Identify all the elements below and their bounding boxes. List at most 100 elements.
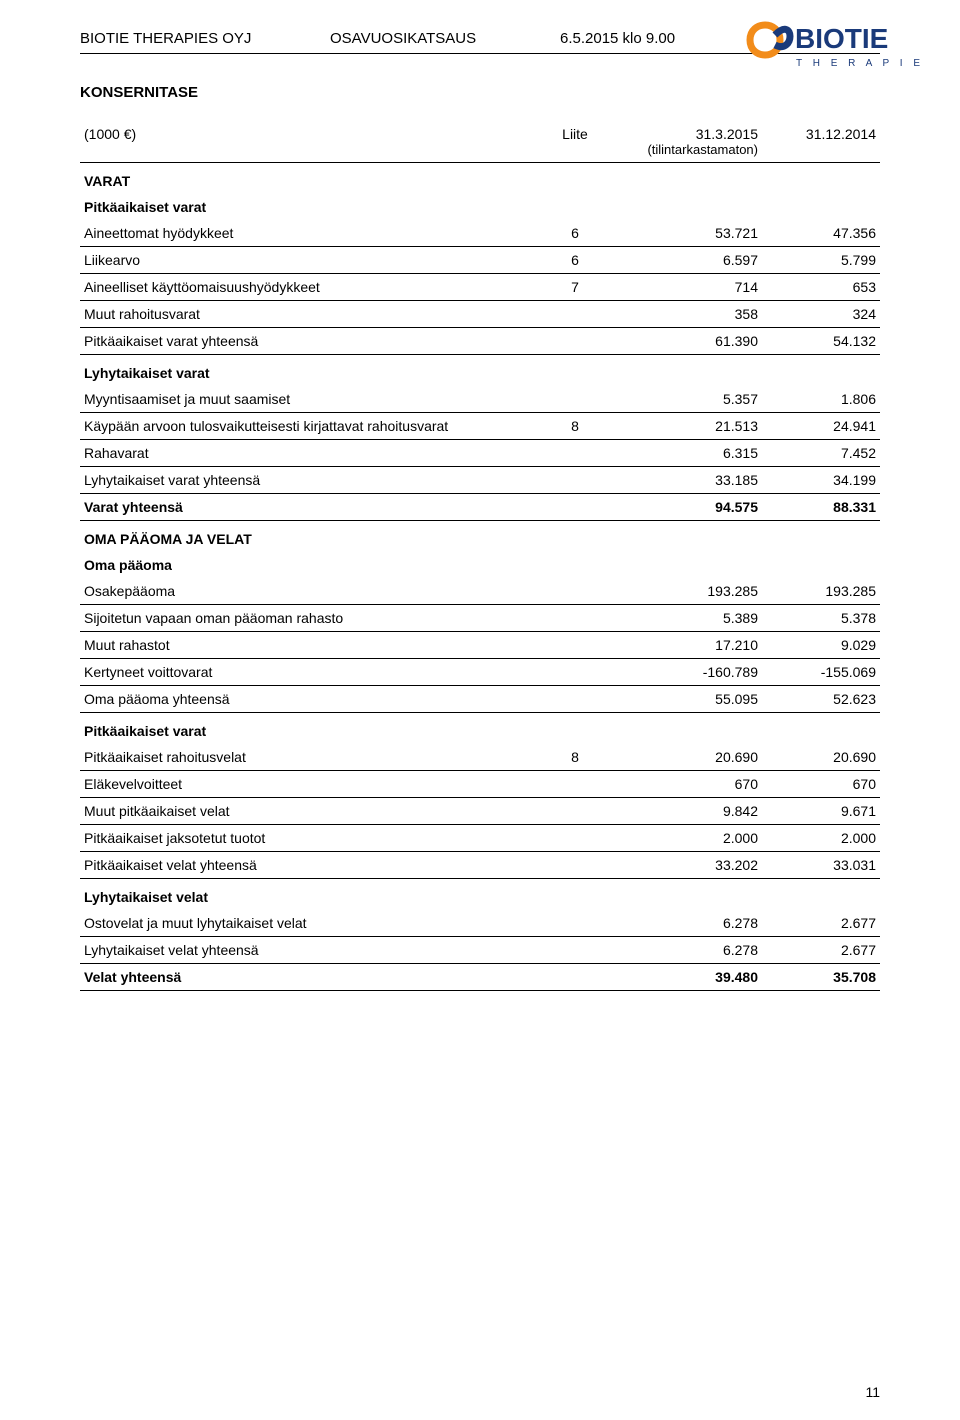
row-v1: 21.513 xyxy=(614,413,762,440)
table-row: OMA PÄÄOMA JA VELAT xyxy=(80,521,880,553)
row-note xyxy=(536,440,614,467)
equity-title: Oma pääoma xyxy=(80,552,536,578)
row-v2: 20.690 xyxy=(762,744,880,771)
table-row: Pitkäaikaiset jaksotetut tuotot 2.000 2.… xyxy=(80,825,880,852)
doc-title: KONSERNITASE xyxy=(80,84,880,101)
row-v1: 94.575 xyxy=(614,494,762,521)
table-row: Muut pitkäaikaiset velat 9.842 9.671 xyxy=(80,798,880,825)
row-label: Käypään arvoon tulosvaikutteisesti kirja… xyxy=(80,413,536,440)
unit-label: (1000 €) xyxy=(80,121,536,163)
table-row: Lyhytaikaiset varat yhteensä 33.185 34.1… xyxy=(80,467,880,494)
row-v1: 9.842 xyxy=(614,798,762,825)
row-note xyxy=(536,605,614,632)
row-note xyxy=(536,937,614,964)
row-v1: 55.095 xyxy=(614,686,762,713)
assets-title: VARAT xyxy=(80,163,536,195)
row-note xyxy=(536,659,614,686)
row-label: Myyntisaamiset ja muut saamiset xyxy=(80,386,536,413)
table-row: VARAT xyxy=(80,163,880,195)
row-v1: 714 xyxy=(614,274,762,301)
table-row: Liikearvo 6 6.597 5.799 xyxy=(80,247,880,274)
row-note xyxy=(536,910,614,937)
row-label: Lyhytaikaiset velat yhteensä xyxy=(80,937,536,964)
table-row: Rahavarat 6.315 7.452 xyxy=(80,440,880,467)
noncurrent-assets-title: Pitkäaikaiset varat xyxy=(80,194,536,220)
row-v2: 1.806 xyxy=(762,386,880,413)
row-label: Pitkäaikaiset rahoitusvelat xyxy=(80,744,536,771)
row-label: Sijoitetun vapaan oman pääoman rahasto xyxy=(80,605,536,632)
row-note: 8 xyxy=(536,744,614,771)
row-v1: 53.721 xyxy=(614,220,762,247)
row-v1: 33.202 xyxy=(614,852,762,879)
balance-sheet-table: (1000 €) Liite 31.3.2015 (tilintarkastam… xyxy=(80,121,880,991)
table-row: Osakepääoma 193.285 193.285 xyxy=(80,578,880,605)
row-note: 6 xyxy=(536,247,614,274)
row-v2: 5.799 xyxy=(762,247,880,274)
row-note xyxy=(536,825,614,852)
row-note: 6 xyxy=(536,220,614,247)
table-row: Pitkäaikaiset rahoitusvelat 8 20.690 20.… xyxy=(80,744,880,771)
row-note xyxy=(536,301,614,328)
row-label: Muut pitkäaikaiset velat xyxy=(80,798,536,825)
row-label: Kertyneet voittovarat xyxy=(80,659,536,686)
current-assets-title: Lyhytaikaiset varat xyxy=(80,355,536,387)
table-row: Muut rahastot 17.210 9.029 xyxy=(80,632,880,659)
row-v2: 88.331 xyxy=(762,494,880,521)
row-label: Osakepääoma xyxy=(80,578,536,605)
row-label: Pitkäaikaiset velat yhteensä xyxy=(80,852,536,879)
table-row: Muut rahoitusvarat 358 324 xyxy=(80,301,880,328)
row-v2: 52.623 xyxy=(762,686,880,713)
header-doctype: OSAVUOSIKATSAUS xyxy=(330,30,560,47)
row-v2: 47.356 xyxy=(762,220,880,247)
table-row: Kertyneet voittovarat -160.789 -155.069 xyxy=(80,659,880,686)
table-row: Pitkäaikaiset varat xyxy=(80,194,880,220)
row-note xyxy=(536,467,614,494)
row-v1: 5.357 xyxy=(614,386,762,413)
table-row: Aineettomat hyödykkeet 6 53.721 47.356 xyxy=(80,220,880,247)
row-v2: 324 xyxy=(762,301,880,328)
row-label: Pitkäaikaiset varat yhteensä xyxy=(80,328,536,355)
row-v2: 24.941 xyxy=(762,413,880,440)
note-header: Liite xyxy=(536,121,614,163)
table-row: Lyhytaikaiset velat xyxy=(80,879,880,911)
logo-main-text: BIOTIE xyxy=(795,23,888,54)
noncurrent-liab-title: Pitkäaikaiset varat xyxy=(80,713,536,745)
table-row: Ostovelat ja muut lyhytaikaiset velat 6.… xyxy=(80,910,880,937)
table-row: Eläkevelvoitteet 670 670 xyxy=(80,771,880,798)
table-header-row: (1000 €) Liite 31.3.2015 (tilintarkastam… xyxy=(80,121,880,163)
row-v2: 35.708 xyxy=(762,964,880,991)
row-v1: 20.690 xyxy=(614,744,762,771)
col1-unaudited: (tilintarkastamaton) xyxy=(618,142,758,157)
table-row: Oma pääoma xyxy=(80,552,880,578)
row-label: Aineettomat hyödykkeet xyxy=(80,220,536,247)
table-row: Myyntisaamiset ja muut saamiset 5.357 1.… xyxy=(80,386,880,413)
row-label: Rahavarat xyxy=(80,440,536,467)
row-note: 7 xyxy=(536,274,614,301)
table-row: Varat yhteensä 94.575 88.331 xyxy=(80,494,880,521)
row-note xyxy=(536,494,614,521)
row-v1: 193.285 xyxy=(614,578,762,605)
row-label: Velat yhteensä xyxy=(80,964,536,991)
row-v2: 653 xyxy=(762,274,880,301)
row-v1: 2.000 xyxy=(614,825,762,852)
row-label: Muut rahoitusvarat xyxy=(80,301,536,328)
row-v2: 54.132 xyxy=(762,328,880,355)
row-label: Oma pääoma yhteensä xyxy=(80,686,536,713)
row-note xyxy=(536,771,614,798)
header-datetime: 6.5.2015 klo 9.00 xyxy=(560,30,710,47)
row-v1: -160.789 xyxy=(614,659,762,686)
table-row: Käypään arvoon tulosvaikutteisesti kirja… xyxy=(80,413,880,440)
row-v2: 193.285 xyxy=(762,578,880,605)
row-label: Liikearvo xyxy=(80,247,536,274)
row-note xyxy=(536,852,614,879)
row-v2: 9.671 xyxy=(762,798,880,825)
row-note xyxy=(536,964,614,991)
row-v1: 33.185 xyxy=(614,467,762,494)
row-v1: 17.210 xyxy=(614,632,762,659)
table-row: Pitkäaikaiset velat yhteensä 33.202 33.0… xyxy=(80,852,880,879)
row-note xyxy=(536,798,614,825)
row-note xyxy=(536,578,614,605)
row-v2: 9.029 xyxy=(762,632,880,659)
row-v1: 6.278 xyxy=(614,910,762,937)
equity-liab-title: OMA PÄÄOMA JA VELAT xyxy=(80,521,536,553)
